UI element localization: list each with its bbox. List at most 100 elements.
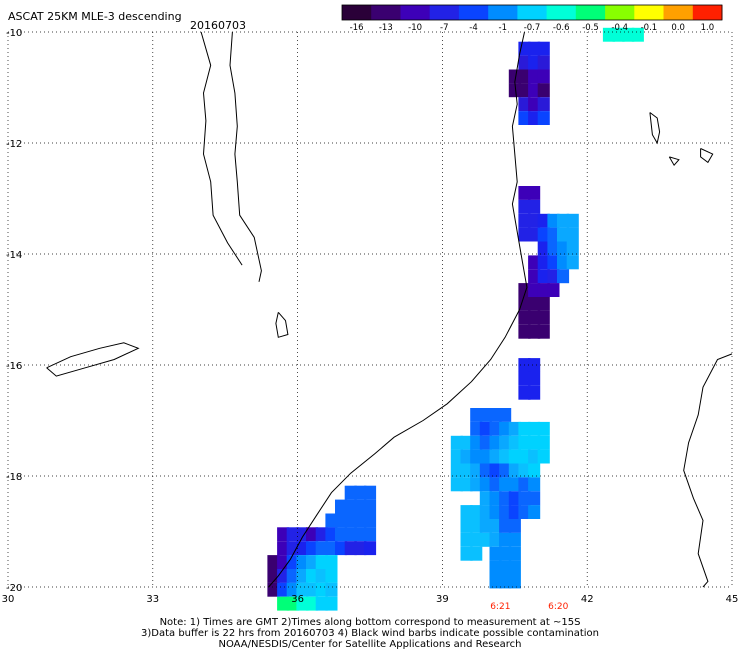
wind-cell bbox=[296, 582, 309, 597]
colorbar-segment bbox=[458, 5, 489, 20]
wind-cell bbox=[286, 527, 299, 542]
wind-cell bbox=[489, 491, 502, 506]
wind-cell bbox=[450, 435, 463, 450]
wind-cell bbox=[479, 519, 492, 533]
wind-cell bbox=[537, 97, 550, 112]
wind-cell bbox=[528, 385, 541, 400]
wind-cell bbox=[537, 241, 550, 256]
wind-cell bbox=[518, 505, 531, 519]
wind-cell bbox=[354, 485, 367, 500]
wind-cell bbox=[460, 532, 473, 547]
wind-cell bbox=[344, 541, 357, 556]
wind-cell bbox=[508, 519, 521, 533]
colorbar-label: -0.5 bbox=[582, 23, 599, 33]
wind-cell bbox=[528, 83, 541, 98]
wind-cell bbox=[499, 491, 512, 506]
wind-cell bbox=[277, 582, 290, 597]
wind-cell bbox=[499, 435, 512, 450]
wind-cell bbox=[557, 255, 570, 270]
wind-cell bbox=[460, 505, 473, 519]
lake-kariba-shore bbox=[46, 342, 140, 377]
wind-cell bbox=[518, 97, 531, 112]
wind-cell bbox=[528, 371, 541, 386]
wind-cell bbox=[306, 582, 319, 597]
wind-cell bbox=[557, 241, 570, 256]
comoros-grande-comore bbox=[649, 112, 661, 145]
wind-cell bbox=[547, 213, 560, 228]
wind-cell bbox=[537, 227, 550, 242]
wind-cell bbox=[518, 491, 531, 506]
wind-cell bbox=[479, 408, 492, 422]
wind-cell bbox=[315, 527, 328, 542]
colorbar-segment bbox=[605, 5, 635, 20]
lon-label: 42 bbox=[581, 594, 594, 605]
wind-cell bbox=[335, 499, 348, 514]
wind-cell bbox=[518, 371, 531, 386]
lat-lon-grid bbox=[7, 31, 733, 588]
colorbar-label: 0.0 bbox=[671, 23, 685, 33]
wind-cell bbox=[528, 111, 541, 125]
wind-cell bbox=[296, 541, 309, 556]
wind-cell bbox=[499, 560, 512, 575]
wind-cell bbox=[296, 527, 309, 542]
wind-cell bbox=[470, 449, 483, 464]
wind-cell bbox=[470, 505, 483, 519]
wind-cell bbox=[518, 385, 531, 400]
wind-cell bbox=[315, 541, 328, 556]
lat-label: -16 bbox=[6, 361, 22, 372]
wind-cell bbox=[566, 227, 579, 242]
wind-cell bbox=[508, 449, 521, 464]
lat-label: -18 bbox=[6, 472, 22, 483]
wind-cell bbox=[528, 358, 541, 372]
wind-cell bbox=[277, 541, 290, 556]
wind-cell bbox=[479, 449, 492, 464]
wind-cell bbox=[479, 532, 492, 547]
wind-cell bbox=[557, 213, 570, 228]
wind-cell bbox=[460, 546, 473, 561]
wind-cell bbox=[518, 310, 531, 325]
wind-cell bbox=[547, 255, 560, 270]
wind-cell bbox=[518, 297, 531, 311]
wind-cell bbox=[528, 435, 541, 450]
wind-cell bbox=[508, 532, 521, 547]
wind-cell bbox=[499, 463, 512, 478]
wind-cell bbox=[277, 527, 290, 542]
wind-cell bbox=[528, 421, 541, 436]
colorbar-label: -10 bbox=[408, 23, 422, 33]
wind-cell bbox=[537, 255, 550, 270]
wind-cell bbox=[537, 55, 550, 70]
wind-cell bbox=[537, 41, 550, 56]
wind-cell bbox=[537, 310, 550, 325]
wind-cell bbox=[499, 408, 512, 422]
map-title: ASCAT 25KM MLE-3 descending bbox=[8, 10, 182, 23]
wind-cells bbox=[267, 27, 644, 611]
wind-cell bbox=[528, 199, 541, 214]
wind-cell bbox=[479, 505, 492, 519]
wind-cell bbox=[518, 83, 531, 98]
wind-cell bbox=[489, 574, 502, 589]
lat-label: -20 bbox=[6, 583, 22, 594]
wind-cell bbox=[528, 449, 541, 464]
wind-cell bbox=[547, 269, 560, 284]
wind-cell bbox=[286, 582, 299, 597]
wind-cell bbox=[508, 546, 521, 561]
wind-cell bbox=[528, 69, 541, 84]
wind-cell bbox=[528, 269, 541, 284]
wind-cell bbox=[479, 477, 492, 492]
wind-cell bbox=[602, 27, 615, 42]
wind-cell bbox=[557, 227, 570, 242]
colorbar-segment bbox=[517, 5, 548, 20]
wind-cell bbox=[518, 449, 531, 464]
wind-cell bbox=[537, 324, 550, 339]
lat-label: -12 bbox=[6, 139, 22, 150]
wind-cell bbox=[479, 463, 492, 478]
wind-cell bbox=[489, 519, 502, 533]
wind-cell bbox=[518, 199, 531, 214]
wind-cell bbox=[325, 582, 338, 597]
wind-cell bbox=[508, 69, 521, 84]
wind-cell bbox=[528, 55, 541, 70]
colorbar-segment bbox=[400, 5, 431, 20]
wind-cell bbox=[460, 477, 473, 492]
wind-cell bbox=[528, 283, 541, 297]
